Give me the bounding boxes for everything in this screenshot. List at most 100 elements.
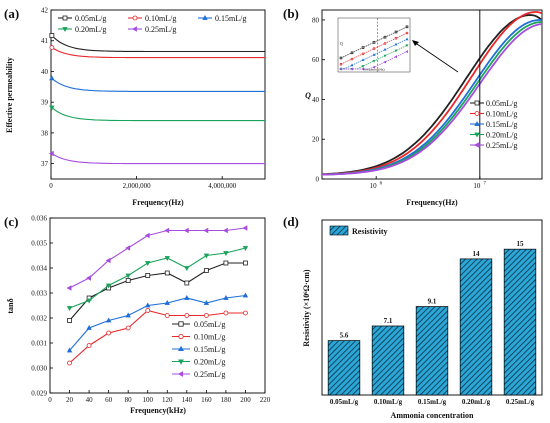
panel-a-series-line <box>51 77 265 92</box>
panel-a-legend: 0.05mL/g 0.10mL/g 0.15mL/g 0.20mL/g 0.25mL/g <box>58 14 246 34</box>
panel-c-series-marker <box>145 261 151 267</box>
panel-c-series-marker <box>164 227 170 234</box>
panel-c-series-marker <box>66 347 73 353</box>
panel-b-ytick-label: 80 <box>312 16 320 24</box>
panel-d-bar-value-label: 5.6 <box>340 332 349 340</box>
panel-c-series-marker <box>66 306 73 312</box>
panel-b-xtick-exponent: 6 <box>380 182 383 187</box>
panel-d-bar-value-label: 7.1 <box>384 317 393 325</box>
panel-c-series-marker <box>164 313 170 318</box>
panel-b-inset-marker <box>361 52 365 56</box>
panel-c-series-marker <box>144 232 150 239</box>
panel-c-series-marker <box>125 325 131 331</box>
panel-b-inset-marker <box>394 42 398 46</box>
panel-c-xtick-label: 180 <box>221 396 232 404</box>
panel-b-inset-marker <box>405 31 409 35</box>
panel-b-y-ticks: 0 20 40 60 80 <box>312 16 325 184</box>
panel-d-bar <box>503 248 537 396</box>
panel-c-xtick-label: 160 <box>201 396 212 404</box>
panel-d-bar-value-label: 15 <box>517 240 525 248</box>
panel-a-legend-label: 0.25mL/g <box>145 25 176 34</box>
panel-b-series <box>321 11 543 176</box>
panel-c-legend-marker <box>178 359 184 365</box>
panel-a-ytick-label: 38 <box>41 129 49 137</box>
panel-d-category-label: 0.15mL/g <box>418 398 447 406</box>
panel-b-inset-ylabel: Q <box>340 41 343 46</box>
panel-b-inset-marker <box>339 56 343 60</box>
panel-c-ytick-label: 0.029 <box>31 390 47 398</box>
panel-c-series-marker <box>184 313 190 318</box>
panel-c-series-marker <box>86 343 92 348</box>
panel-a-legend-marker <box>132 15 138 21</box>
panel-c-legend-label: 0.25mL/g <box>194 370 225 379</box>
panel-c-series-marker <box>164 299 170 305</box>
panel-b-inset-marker <box>372 65 376 69</box>
panel-b-legend-label: 0.05mL/g <box>486 99 517 108</box>
panel-b-x-ticks: 10 6 10 7 <box>370 176 486 190</box>
panel-b-xtick-label: 10 <box>370 182 378 190</box>
panel-a-ytick-label: 37 <box>41 160 49 168</box>
panel-c-ytick-label: 0.032 <box>31 315 47 323</box>
panel-c-xtick-label: 40 <box>86 396 94 404</box>
panel-a-ytick-label: 42 <box>41 7 49 15</box>
panel-a-xlabel: Frequency(Hz) <box>132 198 184 207</box>
panel-a-legend-label: 0.05mL/g <box>75 14 106 23</box>
panel-b-inset-marker <box>350 51 354 55</box>
panel-c-ytick-label: 0.031 <box>31 340 47 348</box>
panel-b-legend-marker <box>474 100 480 106</box>
panel-b-inset-marker <box>372 41 376 44</box>
panel-b-legend-label: 0.15mL/g <box>486 120 517 129</box>
panel-c-series-marker <box>243 260 248 266</box>
panel-b-legend-label: 0.25mL/g <box>486 141 517 150</box>
panel-c-series-marker <box>145 273 151 278</box>
panel-d-category-label: 0.20mL/g <box>462 398 491 406</box>
panel-a-ytick-label: 41 <box>41 37 49 45</box>
panel-c-xtick-label: 120 <box>162 396 173 404</box>
panel-a-ytick-label: 39 <box>41 99 49 107</box>
panel-b-inset-marker <box>383 47 387 51</box>
panel-b-legend-marker <box>474 132 480 138</box>
panel-c-xtick-label: 80 <box>125 396 133 404</box>
panel-d: (d) 5.6 0.05mL/g 7.1 0.10mL/g 9.1 0.15mL/g 14 0… <box>283 214 543 420</box>
panel-c-series-marker <box>223 260 229 266</box>
panel-c-ytick-label: 0.036 <box>31 215 47 223</box>
panel-c-series-marker <box>125 278 131 283</box>
panel-b-xtick-label: 10 <box>473 182 481 190</box>
panel-c-series-line <box>69 247 246 309</box>
panel-b-ytick-label: 0 <box>316 176 320 184</box>
panel-b-inset-marker <box>383 42 387 45</box>
panel-a-ylabel: Effective permeability <box>5 57 14 133</box>
panel-b-inset-marker <box>394 55 398 59</box>
panel-b-inset-marker <box>339 67 343 71</box>
panel-c-series-line <box>69 309 246 364</box>
panel-c-xlabel: Frequency(kHz) <box>130 406 186 415</box>
panel-c-series-marker <box>183 227 189 234</box>
panel-a-legend-marker <box>62 27 68 33</box>
panel-a-series-marker <box>49 45 55 50</box>
panel-b-inset-marker <box>394 49 398 53</box>
panel-a-series-marker <box>49 75 55 81</box>
panel-c-series-marker <box>222 227 228 234</box>
panel-a-legend-marker <box>202 14 208 20</box>
panel-d-bar-value-label: 9.1 <box>428 298 437 306</box>
panel-c-series-marker <box>86 275 91 281</box>
panel-c-series-marker <box>105 257 111 264</box>
panel-c-series-marker <box>223 294 229 300</box>
panel-b-inset-marker <box>383 60 387 64</box>
panel-c-x-ticks: 0 20 40 60 80 100 120 140 160 180 200 220 <box>48 390 271 404</box>
panel-c-series-marker <box>203 253 210 259</box>
panel-b-ytick-label: 60 <box>312 56 320 64</box>
panel-a-series-line <box>51 35 265 53</box>
panel-c-xtick-label: 140 <box>182 396 193 404</box>
panel-c-legend-label: 0.05mL/g <box>194 320 225 329</box>
panel-a: (a) 37 38 39 40 41 42 0 2,000,000 4,000,000 0.0… <box>4 6 266 207</box>
panel-b-inset-marker <box>372 47 376 50</box>
panel-a-series-line <box>51 47 265 59</box>
panel-c-series-marker <box>86 324 92 330</box>
panel-c-series-marker <box>223 251 229 257</box>
panel-c-series-marker <box>106 330 112 336</box>
panel-d-legend-swatch <box>329 225 349 236</box>
panel-c-ytick-label: 0.034 <box>31 265 47 273</box>
panel-a-y-ticks: 37 38 39 40 41 42 <box>41 7 54 168</box>
panel-c-y-ticks: 0.029 0.030 0.031 0.032 0.033 0.034 0.035 0.036 <box>31 215 53 398</box>
